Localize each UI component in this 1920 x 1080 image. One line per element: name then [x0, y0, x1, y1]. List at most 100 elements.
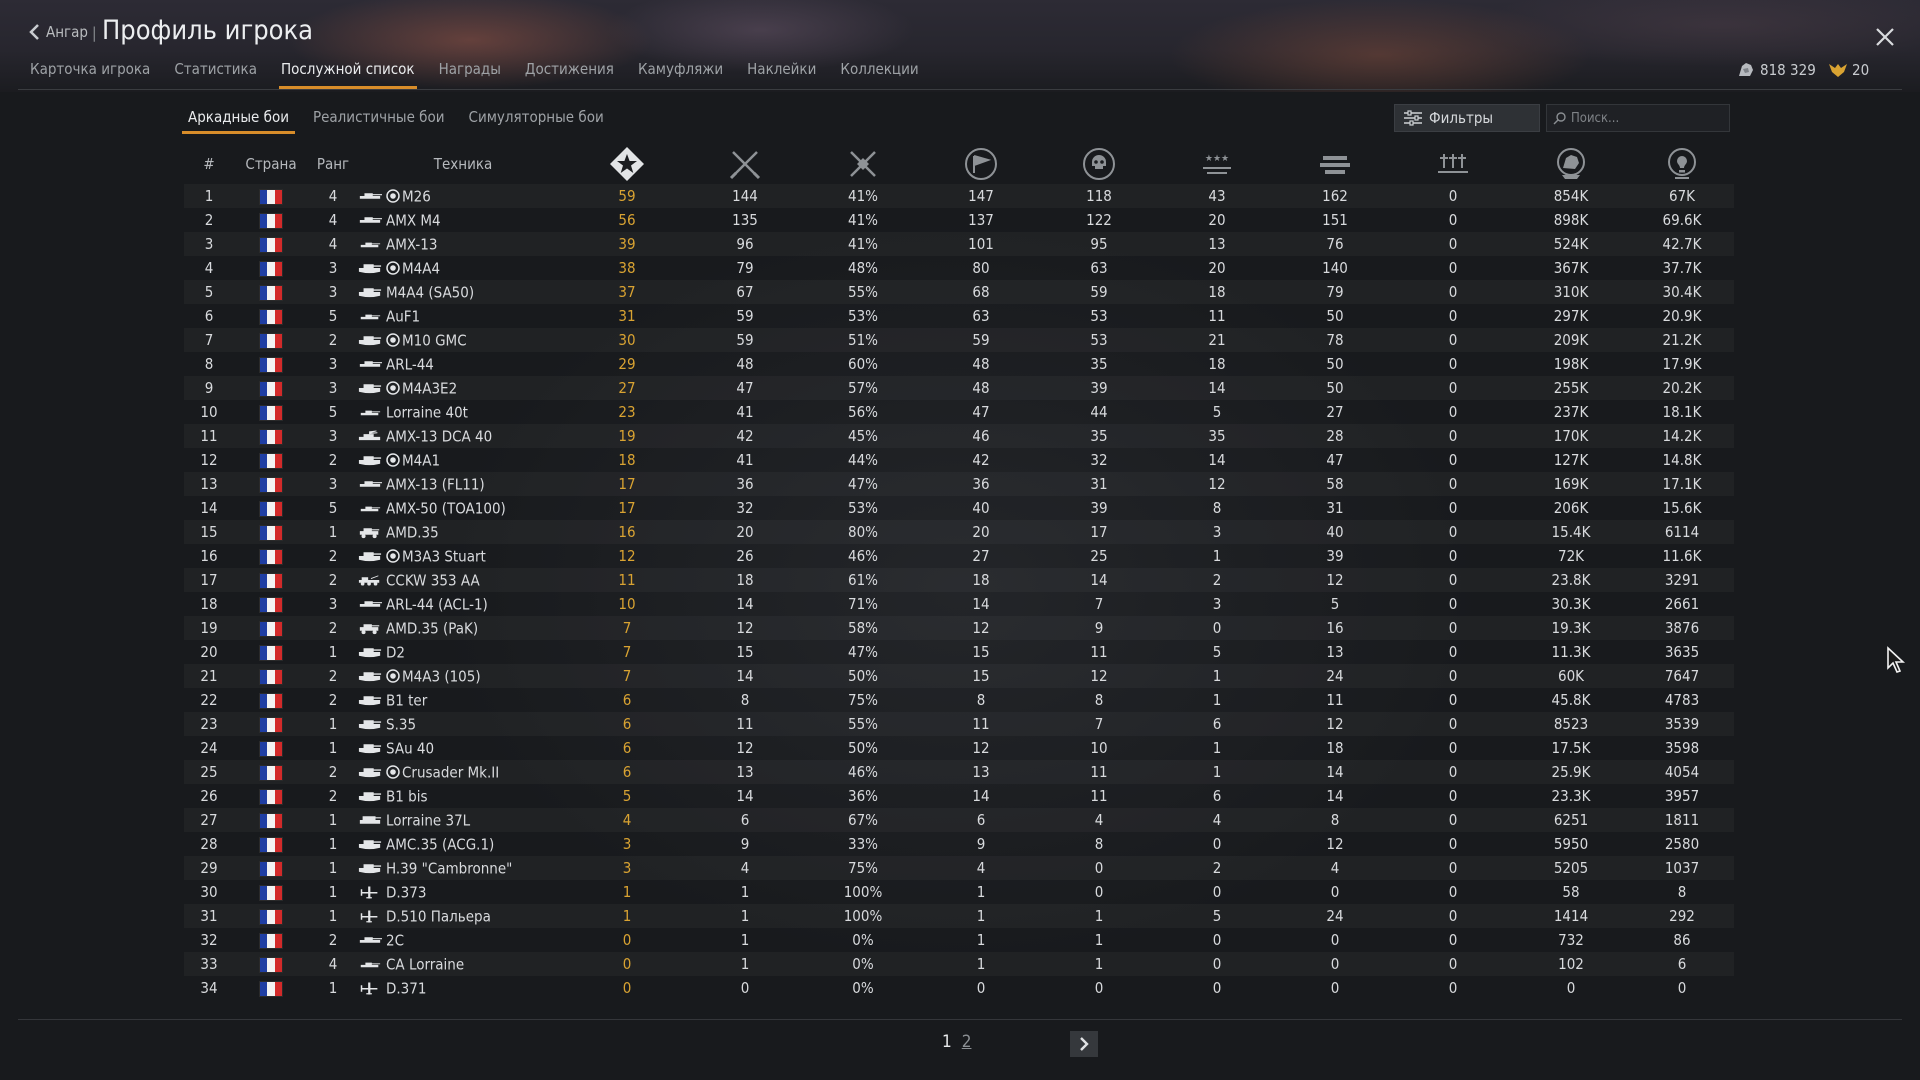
country-cell — [234, 184, 308, 208]
table-row[interactable]: 26 2 B1 bis 5 14 36% 14 11 6 14 0 23.3K 3957 — [184, 784, 1734, 808]
col-respawns-header[interactable] — [922, 144, 1040, 184]
table-row[interactable]: 27 1 Lorraine 37L 4 6 67% 6 4 4 8 0 6251 1811 — [184, 808, 1734, 832]
tab-camouflages[interactable]: Камуфляжи — [637, 60, 724, 78]
naval-kills-cell: 0 — [1394, 856, 1512, 880]
table-row[interactable]: 30 1 D.373 1 1 100% 1 0 0 0 0 58 8 — [184, 880, 1734, 904]
col-win-rate-header[interactable] — [804, 144, 922, 184]
respawns-cell: 15 — [922, 664, 1040, 688]
table-row[interactable]: 28 1 AMC.35 (ACG.1) 3 9 33% 9 8 0 12 0 5950 2580 — [184, 832, 1734, 856]
table-row[interactable]: 3 4 AMX-13 39 96 41% 101 95 13 76 0 524K 42.7K — [184, 232, 1734, 256]
ground-kills-icon — [1320, 156, 1350, 174]
table-row[interactable]: 2 4 AMX M4 56 135 41% 137 122 20 151 0 898K 69.6K — [184, 208, 1734, 232]
table-row[interactable]: 15 1 AMD.35 16 20 80% 20 17 3 40 0 15.4K 6114 — [184, 520, 1734, 544]
col-number-header[interactable]: # — [203, 155, 215, 173]
heavy-vehicle-icon — [358, 288, 382, 298]
vehicle-name: AMX-13 (FL11) — [386, 475, 485, 494]
col-battles-header[interactable] — [686, 144, 804, 184]
table-row[interactable]: 13 3 AMX-13 (FL11) 17 36 47% 36 31 12 58 0 169K 17.1… — [184, 472, 1734, 496]
tab-player-card[interactable]: Карточка игрока — [30, 60, 151, 78]
air-kills-cell: 3 — [1212, 595, 1222, 613]
table-row[interactable]: 7 2 M10 GMC 30 59 51% 59 53 21 78 0 209K 21.2K — [184, 328, 1734, 352]
experience-cell: 5205 — [1512, 856, 1630, 880]
tab-arcade-battles[interactable]: Аркадные бои — [182, 108, 295, 134]
vehicle-cell: AMC.35 (ACG.1) — [358, 832, 568, 856]
research-points-cell: 3957 — [1664, 787, 1700, 805]
table-row[interactable]: 34 1 D.371 0 0 0% 0 0 0 0 0 0 0 — [184, 976, 1734, 1000]
table-row[interactable]: 12 2 M4A1 18 41 44% 42 32 14 47 0 127K 14.8K — [184, 448, 1734, 472]
vehicle-cell: M4A3E2 — [358, 376, 568, 400]
col-experience-header[interactable] — [1512, 144, 1630, 184]
table-row[interactable]: 9 3 M4A3E2 27 47 57% 48 39 14 50 0 255K 20.2K — [184, 376, 1734, 400]
naval-kills-cell: 0 — [1394, 520, 1512, 544]
heavy-vehicle-icon — [358, 456, 382, 466]
country-cell — [234, 544, 308, 568]
air-kills-cell: 1 — [1212, 739, 1222, 757]
col-vehicle-header[interactable]: Техника — [433, 155, 493, 173]
table-row[interactable]: 32 2 2C 0 1 0% 1 1 0 0 0 732 86 — [184, 928, 1734, 952]
back-to-hangar-button[interactable]: Ангар — [28, 22, 88, 42]
victories-cell: 1 — [568, 904, 686, 928]
row-number: 26 — [200, 787, 218, 805]
table-row[interactable]: 20 1 D2 7 15 47% 15 11 5 13 0 11.3K 3635 — [184, 640, 1734, 664]
rank-cell: 3 — [328, 355, 338, 373]
tab-simulator-battles[interactable]: Симуляторные бои — [468, 108, 604, 126]
col-naval-kills-header[interactable] — [1394, 144, 1512, 184]
table-row[interactable]: 22 2 B1 ter 6 8 75% 8 8 1 11 0 45.8K 4783 — [184, 688, 1734, 712]
col-air-kills-header[interactable]: ★★★ — [1158, 144, 1276, 184]
research-points-cell: 292 — [1630, 904, 1734, 928]
col-rank-header[interactable]: Ранг — [316, 155, 350, 173]
table-row[interactable]: 21 2 M4A3 (105) 7 14 50% 15 12 1 24 0 60K 7647 — [184, 664, 1734, 688]
battles-cell: 96 — [686, 232, 804, 256]
table-row[interactable]: 25 2 Crusader Mk.II 6 13 46% 13 11 1 14 0 25.9K 4054 — [184, 760, 1734, 784]
country-cell — [234, 904, 308, 928]
experience-cell: 169K — [1512, 472, 1630, 496]
table-row[interactable]: 33 4 CA Lorraine 0 1 0% 1 1 0 0 0 102 6 — [184, 952, 1734, 976]
filters-button[interactable]: Фильтры — [1394, 104, 1540, 132]
col-deaths-header[interactable] — [1040, 144, 1158, 184]
france-flag-icon — [259, 980, 283, 997]
table-row[interactable]: 19 2 AMD.35 (PaK) 7 12 58% 12 9 0 16 0 19.3K 3876 — [184, 616, 1734, 640]
table-row[interactable]: 8 3 ARL-44 29 48 60% 48 35 18 50 0 198K 17.9K — [184, 352, 1734, 376]
ground-kills-cell: 16 — [1276, 616, 1394, 640]
country-cell — [234, 664, 308, 688]
page-2-link[interactable]: 2 — [961, 1032, 972, 1052]
search-input[interactable] — [1571, 110, 1721, 126]
premium-vehicle-icon — [386, 189, 400, 203]
col-ground-kills-header[interactable] — [1276, 144, 1394, 184]
victories-cell: 29 — [618, 355, 636, 373]
close-icon[interactable] — [1874, 26, 1896, 48]
tab-collections[interactable]: Коллекции — [840, 60, 919, 78]
table-row[interactable]: 24 1 SAu 40 6 12 50% 12 10 1 18 0 17.5K 3598 — [184, 736, 1734, 760]
page-1-link[interactable]: 1 — [942, 1032, 952, 1052]
tab-service-record[interactable]: Послужной список — [278, 60, 417, 90]
table-row[interactable]: 10 5 Lorraine 40t 23 41 56% 47 44 5 27 0 237K 18.1K — [184, 400, 1734, 424]
rank-cell: 2 — [308, 568, 358, 592]
row-number: 12 — [200, 451, 218, 469]
tab-achievements[interactable]: Достижения — [524, 60, 614, 78]
col-victories-header[interactable] — [568, 144, 686, 184]
table-row[interactable]: 6 5 AuF1 31 59 53% 63 53 11 50 0 297K 20.9K — [184, 304, 1734, 328]
tab-decals[interactable]: Наклейки — [747, 60, 817, 78]
table-row[interactable]: 18 3 ARL-44 (ACL-1) 10 14 71% 14 7 3 5 0 30.3K 2661 — [184, 592, 1734, 616]
table-row[interactable]: 1 4 M26 59 144 41% 147 118 43 162 0 854K 67K — [184, 184, 1734, 208]
table-row[interactable]: 29 1 H.39 "Cambronne" 3 4 75% 4 0 2 4 0 5205 1037 — [184, 856, 1734, 880]
table-row[interactable]: 31 1 D.510 Пальера 1 1 100% 1 1 5 24 0 1414 292 — [184, 904, 1734, 928]
next-page-button[interactable] — [1070, 1031, 1098, 1057]
heavy-vehicle-icon — [358, 840, 382, 850]
experience-cell: 45.8K — [1551, 691, 1591, 709]
table-row[interactable]: 14 5 AMX-50 (TOA100) 17 32 53% 40 39 8 31 0 206K 15.… — [184, 496, 1734, 520]
respawns-cell: 1 — [976, 931, 986, 949]
table-row[interactable]: 5 3 M4A4 (SA50) 37 67 55% 68 59 18 79 0 310K 30.4K — [184, 280, 1734, 304]
col-research-points-header[interactable] — [1630, 144, 1734, 184]
col-country-header[interactable]: Страна — [245, 155, 297, 173]
tab-awards[interactable]: Награды — [438, 60, 501, 78]
tab-realistic-battles[interactable]: Реалистичные бои — [312, 108, 445, 126]
table-row[interactable]: 23 1 S.35 6 11 55% 11 7 6 12 0 8523 3539 — [184, 712, 1734, 736]
table-row[interactable]: 17 2 CCKW 353 AA 11 18 61% 18 14 2 12 0 23.8K 3291 — [184, 568, 1734, 592]
tab-statistics[interactable]: Статистика — [174, 60, 257, 78]
air-kills-cell: 0 — [1158, 616, 1276, 640]
table-row[interactable]: 16 2 M3A3 Stuart 12 26 46% 27 25 1 39 0 72K 11.6K — [184, 544, 1734, 568]
table-row[interactable]: 11 3 AMX-13 DCA 40 19 42 45% 46 35 35 28 0 170K 14.2… — [184, 424, 1734, 448]
air-kills-cell: 6 — [1212, 787, 1222, 805]
table-row[interactable]: 4 3 M4A4 38 79 48% 80 63 20 140 0 367K 37.7K — [184, 256, 1734, 280]
